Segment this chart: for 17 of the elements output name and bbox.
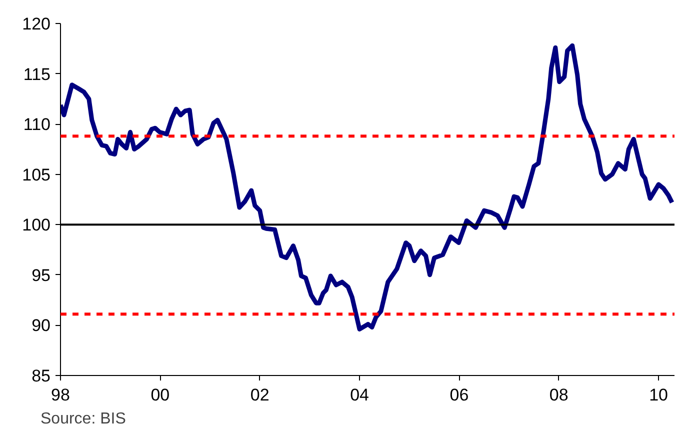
y-tick-label: 85: [32, 366, 51, 386]
y-tick-label: 90: [32, 316, 51, 336]
x-tick-label: 02: [250, 386, 270, 404]
y-tick-label: 105: [22, 165, 51, 184]
y-tick-label: 115: [23, 64, 51, 84]
y-tick-label: 120: [22, 14, 51, 34]
source-note: Source: BIS: [40, 410, 126, 428]
x-tick-label: 08: [549, 386, 568, 404]
x-tick-label: 06: [450, 386, 469, 404]
line-series: [60, 43, 674, 332]
y-tick-label: 95: [32, 266, 51, 285]
x-tick-label: 98: [51, 386, 70, 404]
x-tick-label: 10: [649, 386, 668, 404]
x-tick-label: 00: [150, 386, 170, 404]
y-tick-label: 100: [22, 216, 51, 235]
x-tick-label: 04: [350, 386, 369, 404]
y-tick-label: 110: [23, 115, 51, 134]
